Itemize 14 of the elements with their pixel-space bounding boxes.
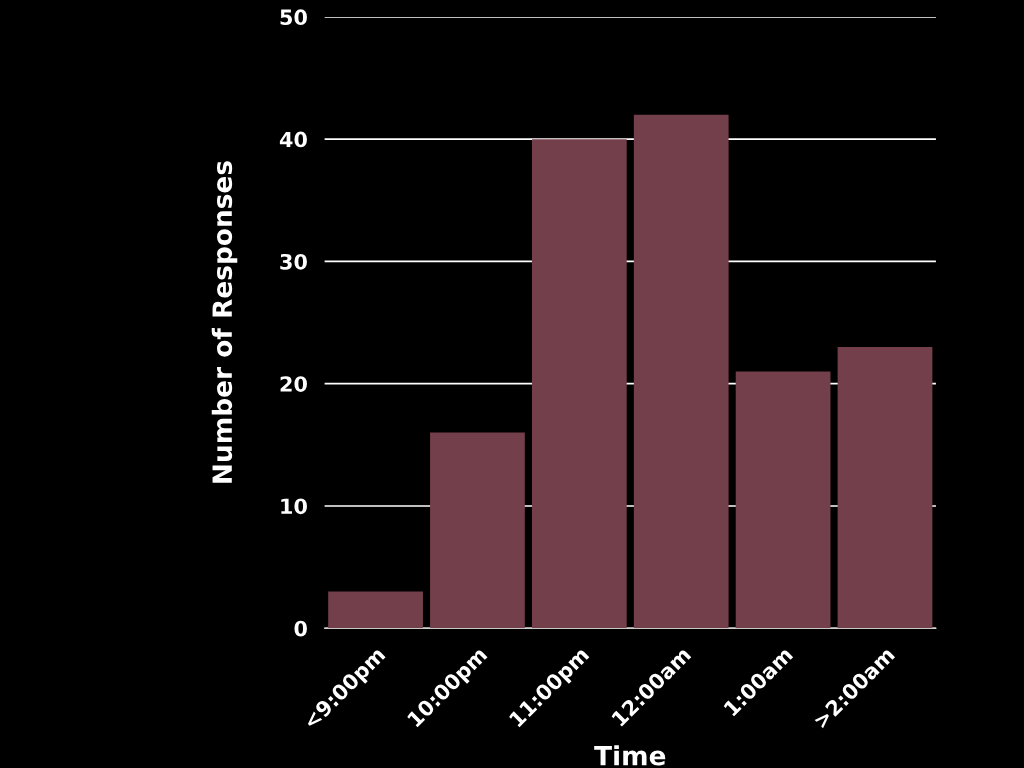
y-tick-label: 20 (280, 376, 307, 392)
bar (430, 432, 525, 629)
y-tick-label: 10 (281, 498, 307, 515)
x-axis-title: Time (594, 745, 666, 766)
y-axis-title: Number of Responses (211, 161, 238, 483)
y-tick-label: 0 (294, 620, 307, 637)
bar (328, 591, 423, 629)
bar (837, 347, 933, 629)
y-tick-label: 50 (280, 9, 307, 26)
y-tick-label: 40 (279, 131, 307, 148)
y-tick-label: 30 (280, 253, 307, 270)
bar (531, 139, 627, 629)
bar (633, 114, 729, 629)
bar (735, 371, 831, 629)
